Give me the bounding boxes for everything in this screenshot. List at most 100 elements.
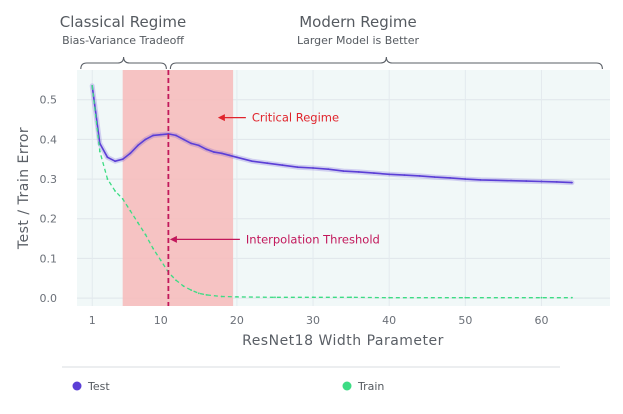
- brace-layer: [80, 56, 603, 70]
- series-test-line: [91, 85, 572, 184]
- series-train-point: [197, 292, 200, 295]
- series-train-point: [106, 178, 109, 180]
- series-train-point: [350, 296, 353, 299]
- interpolation-threshold-label: Interpolation Threshold: [246, 232, 380, 246]
- series-test-point: [251, 160, 254, 163]
- series-test-point: [433, 176, 436, 178]
- series-test-point: [540, 180, 543, 183]
- annotation-arrowhead: [217, 114, 225, 122]
- critical-regime-region: [122, 70, 234, 306]
- x-tick-label: 1: [89, 314, 96, 327]
- x-tick-label: 10: [154, 314, 168, 327]
- regime-brace: [169, 56, 603, 70]
- series-train-point: [220, 295, 223, 298]
- series-train-point: [464, 296, 467, 299]
- series-train-point: [144, 233, 147, 236]
- series-test-point: [213, 151, 215, 154]
- series-train-point: [571, 296, 573, 299]
- interpolation-threshold-annotation: Interpolation Threshold: [169, 232, 380, 246]
- series-test-point: [296, 166, 299, 169]
- series-train-point: [205, 293, 208, 296]
- series-test-point: [555, 180, 558, 183]
- series-test-point: [228, 154, 231, 157]
- y-tick-label: 0.3: [40, 173, 58, 186]
- series-test-point: [312, 167, 314, 169]
- x-tick-label: 20: [230, 314, 244, 327]
- series-test-point: [281, 164, 284, 167]
- series-test-point: [175, 134, 177, 137]
- y-tick-label: 0.4: [40, 133, 58, 146]
- classical-regime-title: Classical Regime: [60, 13, 187, 31]
- series-train-point: [98, 150, 101, 153]
- x-tick-label: 30: [306, 314, 320, 327]
- series-train-point: [182, 285, 185, 288]
- series-train-point: [388, 296, 391, 299]
- series-train-point: [236, 295, 238, 298]
- series-train-point: [137, 221, 139, 224]
- series-test-point: [236, 156, 238, 159]
- x-tick-label: 40: [382, 314, 396, 327]
- critical-regime-annotation: Critical Regime: [217, 111, 339, 125]
- series-test-point: [137, 144, 139, 147]
- series-test-point: [106, 156, 109, 159]
- series-train-point: [274, 296, 276, 299]
- x-tick-label: 60: [534, 314, 548, 327]
- series-train-point: [129, 209, 132, 212]
- tick-layer: 1 10 20 30 40 50 60 0.0 0.1 0.2 0.3 0.4 0.5: [40, 94, 549, 327]
- series-test-point: [327, 168, 330, 171]
- series-test-point: [342, 170, 345, 173]
- series-test-point: [525, 180, 528, 182]
- y-tick-label: 0.2: [40, 213, 58, 226]
- x-tick-label: 50: [458, 314, 472, 327]
- series-test-point: [190, 142, 193, 145]
- series-train-point: [175, 279, 177, 282]
- modern-regime-title: Modern Regime: [299, 13, 417, 31]
- y-tick-label: 0.0: [40, 292, 58, 305]
- modern-regime-subtitle: Larger Model is Better: [297, 34, 419, 47]
- series-test-point: [197, 144, 200, 147]
- series-layer: [89, 83, 575, 299]
- series-train-point: [114, 190, 116, 192]
- legend-train-label: Train: [357, 380, 384, 393]
- annotation-arrowhead: [169, 235, 177, 243]
- y-tick-label: 0.1: [40, 252, 58, 265]
- series-test-point: [129, 152, 132, 155]
- regime-brace: [80, 56, 167, 70]
- series-train-point: [152, 247, 155, 250]
- series-test-point: [205, 148, 208, 151]
- legend-train-swatch: [342, 381, 352, 391]
- series-train-point: [159, 259, 162, 262]
- series-test-point: [403, 174, 406, 177]
- series-test-point: [418, 175, 421, 177]
- series-test-point: [182, 138, 185, 141]
- legend-test-label: Test: [87, 380, 110, 393]
- series-test-point: [121, 158, 124, 161]
- series-test-point: [159, 133, 162, 136]
- series-train-point: [121, 198, 124, 200]
- y-tick-label: 0.5: [40, 94, 58, 107]
- series-train-point: [312, 296, 314, 299]
- series-test-point: [373, 172, 375, 175]
- series-test-point: [494, 179, 497, 182]
- series-test-point: [114, 160, 116, 163]
- classical-regime-subtitle: Bias-Variance Tradeoff: [62, 34, 184, 47]
- x-axis-label: ResNet18 Width Parameter: [242, 333, 444, 349]
- series-test-point: [357, 171, 360, 173]
- y-axis-label: Test / Train Error: [16, 127, 32, 250]
- series-test-point: [144, 138, 147, 141]
- series-test-point: [464, 178, 467, 180]
- series-test-point: [479, 178, 482, 181]
- series-train-point: [540, 296, 543, 299]
- series-test-point: [510, 179, 512, 182]
- series-test-point: [152, 134, 155, 137]
- series-test-point: [571, 181, 573, 184]
- series-train-point: [190, 289, 193, 292]
- series-train-point: [91, 84, 94, 87]
- series-test-point: [220, 152, 223, 155]
- series-test-point: [449, 176, 451, 179]
- critical-regime-label: Critical Regime: [252, 111, 339, 125]
- region-layer: [122, 70, 234, 306]
- series-test-point: [388, 173, 391, 176]
- legend-test-swatch: [72, 381, 82, 391]
